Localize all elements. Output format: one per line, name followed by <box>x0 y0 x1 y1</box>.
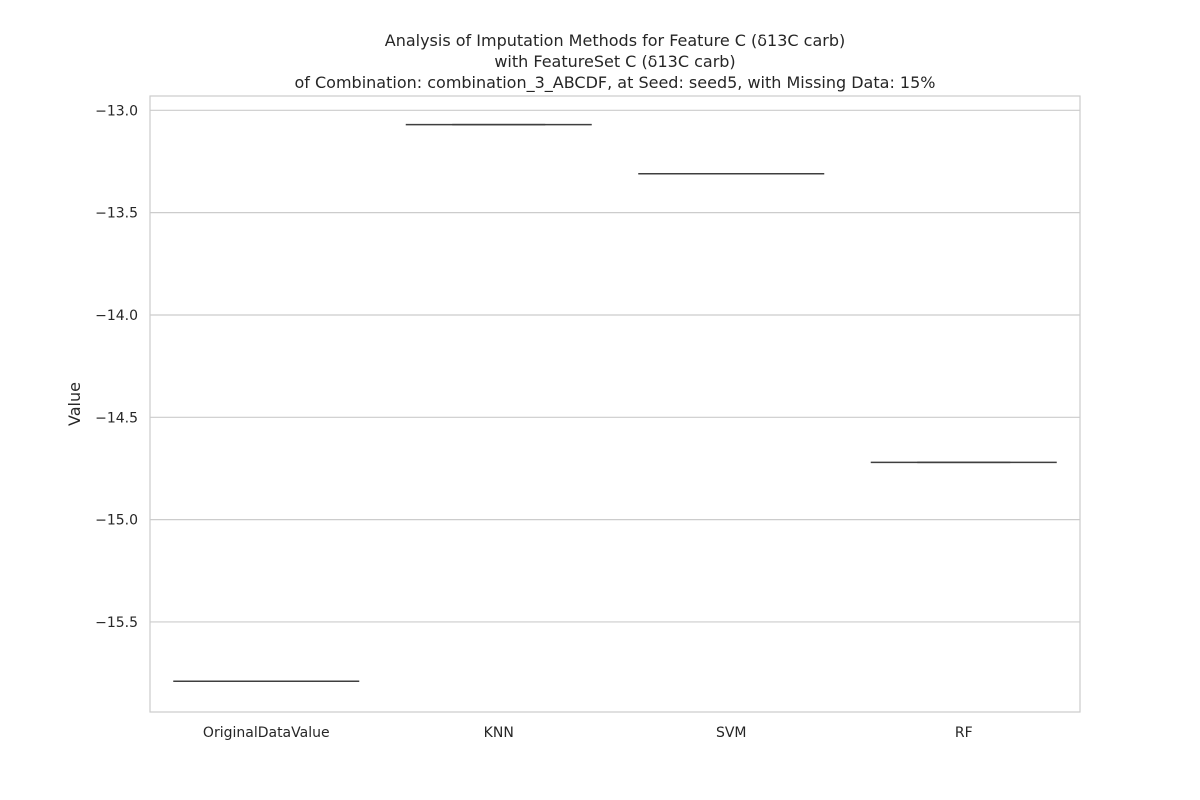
y-gridlines <box>150 109 1080 623</box>
y-tick-label: −15.0 <box>95 513 138 529</box>
y-tick-label: −14.0 <box>95 308 138 324</box>
plot-frame <box>149 95 1081 713</box>
box-marks <box>173 123 1057 683</box>
y-tick-label: −14.5 <box>95 410 138 426</box>
x-tick-labels: OriginalDataValue KNN SVM RF <box>203 725 973 741</box>
chart-title-line-1: Analysis of Imputation Methods for Featu… <box>385 31 845 50</box>
y-tick-label: −13.0 <box>95 103 138 119</box>
x-tick-label: SVM <box>716 725 747 741</box>
y-axis-label: Value <box>65 382 84 426</box>
x-tick-label: OriginalDataValue <box>203 725 330 741</box>
chart-title-line-3: of Combination: combination_3_ABCDF, at … <box>295 73 936 93</box>
y-tick-label: −15.5 <box>95 615 138 631</box>
y-tick-label: −13.5 <box>95 206 138 222</box>
y-tick-labels: −13.0 −13.5 −14.0 −14.5 −15.0 −15.5 <box>95 103 138 631</box>
chart-title-line-2: with FeatureSet C (δ13C carb) <box>494 52 735 71</box>
x-tick-label: RF <box>955 725 973 741</box>
chart-title: Analysis of Imputation Methods for Featu… <box>295 31 936 93</box>
x-tick-label: KNN <box>484 725 514 741</box>
